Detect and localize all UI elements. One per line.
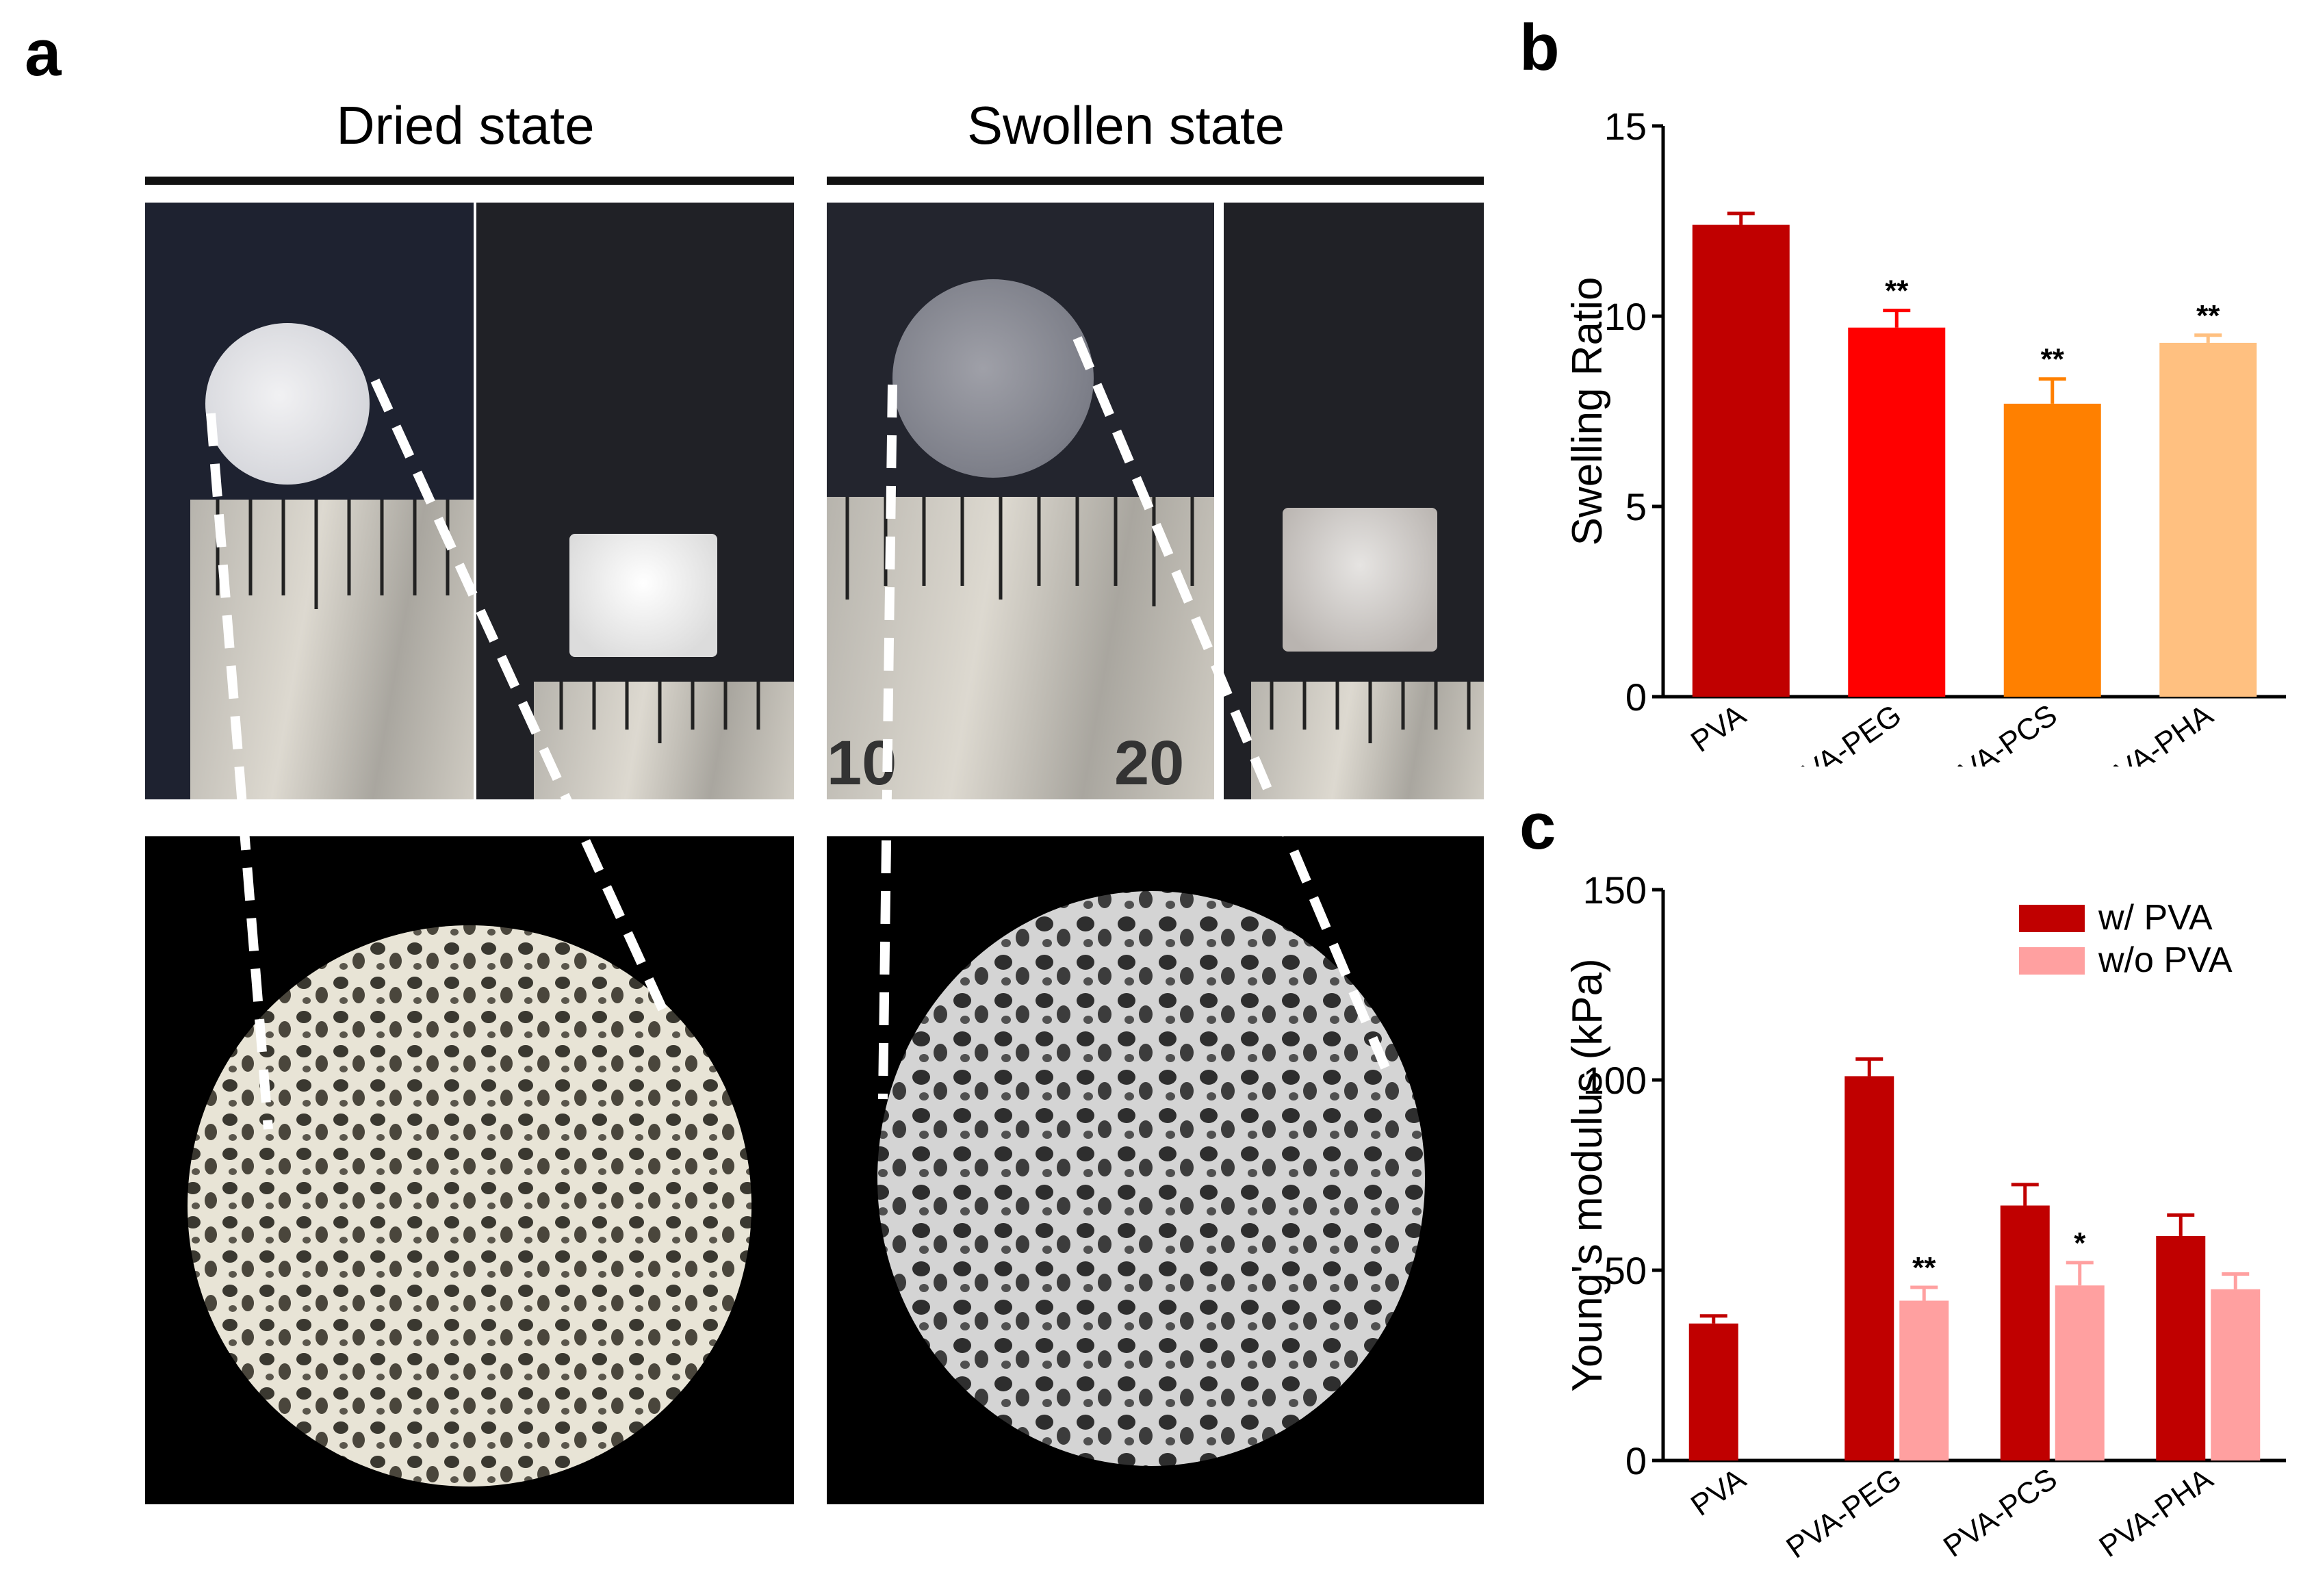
c-significance: * bbox=[2074, 1226, 2086, 1260]
swollen-side-view-photo bbox=[1224, 203, 1484, 799]
c-x-tick-label: PVA bbox=[1685, 1462, 1752, 1523]
swollen-scaffold-pores bbox=[877, 891, 1425, 1466]
b-bar bbox=[2003, 403, 2101, 697]
swollen-zoom-line-right bbox=[1072, 336, 1390, 1070]
c-legend-swatch bbox=[2019, 947, 2085, 975]
c-bar bbox=[1688, 1323, 1738, 1460]
dried-zoom-line-left bbox=[206, 413, 273, 1130]
dried-top-view-photo bbox=[145, 203, 474, 799]
c-bar bbox=[2055, 1285, 2105, 1460]
swelling-ratio-chart: Swelling Ratio 0 5 10 15 ** ** ** PVA PVA-PEG PVA… bbox=[1564, 105, 2286, 767]
b-bar bbox=[1692, 224, 1790, 697]
swollen-title-rule bbox=[827, 177, 1484, 185]
c-y-axis-label: Young's modulus (kPa) bbox=[1564, 958, 1611, 1391]
panel-label-c: c bbox=[1519, 790, 1556, 863]
c-bar bbox=[2000, 1205, 2050, 1460]
dried-side-view-photo bbox=[476, 203, 794, 799]
b-x-tick-label: PVA-PEG bbox=[1780, 698, 1907, 767]
c-x-tick-label: PVA-PCS bbox=[1938, 1462, 2064, 1564]
c-bar bbox=[2156, 1235, 2206, 1460]
c-bar bbox=[1899, 1300, 1949, 1460]
b-bar bbox=[1848, 327, 1946, 697]
c-legend-swatch bbox=[2019, 905, 2085, 932]
c-legend-label: w/ PVA bbox=[2098, 898, 2213, 938]
b-y-axis-label: Swelling Ratio bbox=[1564, 277, 1611, 546]
c-y-tick-label: 0 bbox=[1625, 1439, 1647, 1482]
c-y-tick-label: 50 bbox=[1604, 1249, 1647, 1292]
c-bar bbox=[1844, 1076, 1894, 1460]
c-x-tick-label: PVA-PHA bbox=[2093, 1462, 2219, 1564]
c-bar bbox=[2211, 1289, 2261, 1460]
b-x-tick-label: PVA-PHA bbox=[2093, 698, 2219, 767]
panel-label-a: a bbox=[25, 16, 62, 90]
ruler-number-20: 20 bbox=[1114, 728, 1184, 798]
b-x-tick-label: PVA bbox=[1685, 698, 1752, 759]
b-significance: ** bbox=[2041, 343, 2065, 376]
b-y-tick-label: 5 bbox=[1625, 485, 1647, 528]
swollen-side-ruler bbox=[1251, 682, 1484, 799]
b-y-tick-label: 15 bbox=[1604, 105, 1647, 148]
swollen-zoom-line-left bbox=[878, 384, 897, 1100]
swollen-state-title: Swollen state bbox=[967, 95, 1285, 155]
dried-title-rule bbox=[145, 177, 794, 185]
b-significance: ** bbox=[1885, 274, 1909, 308]
dried-scaffold-disk bbox=[205, 323, 370, 485]
b-bar bbox=[2159, 342, 2257, 697]
dried-state-title: Dried state bbox=[336, 95, 595, 155]
swollen-zoom-photo bbox=[827, 836, 1484, 1504]
b-y-tick-label: 0 bbox=[1625, 675, 1647, 719]
side-ruler bbox=[534, 682, 794, 799]
dried-scaffold-pores bbox=[188, 925, 751, 1486]
swollen-scaffold-disk bbox=[892, 279, 1094, 478]
c-y-tick-label: 100 bbox=[1583, 1059, 1647, 1102]
c-significance: ** bbox=[1912, 1251, 1936, 1285]
b-significance: ** bbox=[2196, 299, 2220, 333]
c-y-tick-label: 150 bbox=[1583, 868, 1647, 912]
dried-scaffold-cylinder bbox=[569, 534, 717, 657]
dried-zoom-photo bbox=[145, 836, 794, 1504]
swollen-scaffold-cylinder bbox=[1283, 508, 1437, 652]
panel-label-b: b bbox=[1519, 11, 1560, 84]
b-x-tick-label: PVA-PCS bbox=[1938, 698, 2064, 767]
steel-ruler bbox=[190, 500, 474, 799]
c-x-tick-label: PVA-PEG bbox=[1780, 1462, 1907, 1565]
dried-zoom-line-right bbox=[370, 378, 673, 1023]
b-y-tick-label: 10 bbox=[1604, 295, 1647, 338]
c-legend-label: w/o PVA bbox=[2098, 940, 2233, 980]
